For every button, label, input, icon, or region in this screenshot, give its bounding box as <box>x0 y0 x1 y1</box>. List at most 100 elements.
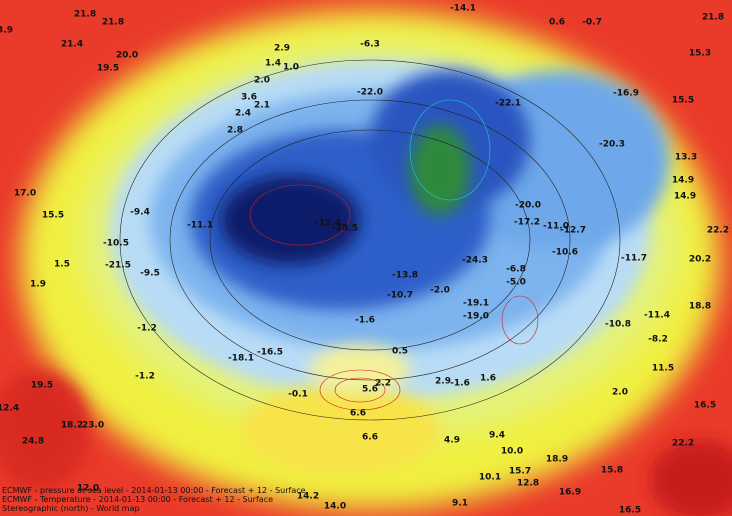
temperature-label: 11.5 <box>652 364 674 374</box>
temperature-label: 4.9 <box>444 436 460 446</box>
temperature-label: -22.1 <box>495 99 521 109</box>
temperature-label: 6.6 <box>350 409 366 419</box>
temperature-label: 21.4 <box>61 40 83 50</box>
temperature-label: -22.0 <box>357 88 383 98</box>
temperature-label: 2.9 <box>435 377 451 387</box>
temperature-label: 15.3 <box>689 49 711 59</box>
temperature-label: 1.0 <box>283 63 299 73</box>
temperature-label: -9.5 <box>140 269 160 279</box>
temperature-label: -16.9 <box>613 89 639 99</box>
temperature-label: 14.9 <box>674 192 696 202</box>
temperature-label: 20.0 <box>116 51 138 61</box>
temperature-label: 16.9 <box>559 488 581 498</box>
temperature-label: 24.8 <box>22 437 44 447</box>
temperature-label: 2.4 <box>235 109 251 119</box>
temperature-label: 21.8 <box>102 18 124 28</box>
temperature-label: 19.5 <box>31 381 53 391</box>
temperature-label: 10.1 <box>479 473 501 483</box>
temperature-label: -0.1 <box>288 390 308 400</box>
temperature-label: 16.5 <box>619 506 641 516</box>
temperature-label: 16.5 <box>694 401 716 411</box>
temperature-label: 1.9 <box>30 280 46 290</box>
temperature-label: -5.0 <box>506 278 526 288</box>
temperature-label: 2.0 <box>254 76 270 86</box>
temperature-label: -0.7 <box>582 18 602 28</box>
footer-line: ECMWF - Temperature - 2014-01-13 00:00 -… <box>2 495 273 504</box>
temperature-label: -28.5 <box>332 224 358 234</box>
temperature-label: 14.9 <box>672 176 694 186</box>
temperature-label: 5.6 <box>362 385 378 395</box>
temperature-label: 15.8 <box>601 466 623 476</box>
temperature-label: -6.8 <box>506 265 526 275</box>
temperature-label: -8.2 <box>648 335 668 345</box>
footer-line: Stereographic (north) - World map <box>2 504 140 513</box>
temperature-label: -13.8 <box>392 271 418 281</box>
temperature-label: -19.1 <box>463 299 489 309</box>
temperature-label: 18.8 <box>689 302 711 312</box>
temperature-label: 9.1 <box>452 499 468 509</box>
temperature-label: 14.2 <box>297 492 319 502</box>
temperature-label: 1.5 <box>54 260 70 270</box>
footer-line: ECMWF - pressure at sea level - 2014-01-… <box>2 486 306 495</box>
temperature-label: 6.6 <box>362 433 378 443</box>
footer: ECMWF - pressure at sea level - 2014-01-… <box>2 486 306 513</box>
temperature-label: -9.4 <box>130 208 150 218</box>
temperature-label: 13.3 <box>675 153 697 163</box>
temperature-label: -21.5 <box>105 261 131 271</box>
temperature-label: 22.2 <box>707 226 729 236</box>
temperature-label: -6.3 <box>360 40 380 50</box>
temperature-label: 0.6 <box>549 18 565 28</box>
temperature-label: -20.3 <box>599 140 625 150</box>
temperature-label: 14.0 <box>324 502 346 512</box>
temperature-label: -1.6 <box>355 316 375 326</box>
temperature-label: -10.7 <box>387 291 413 301</box>
temperature-label: -20.0 <box>515 201 541 211</box>
temperature-label: 3.6 <box>241 93 257 103</box>
temperature-label: -11.4 <box>644 311 670 321</box>
temperature-label: 2.2 <box>375 379 391 389</box>
temperature-label: 21.8 <box>702 13 724 23</box>
temperature-label: 19.5 <box>97 64 119 74</box>
temperature-label: 18.9 <box>546 455 568 465</box>
temperature-label: 0.5 <box>392 347 408 357</box>
temperature-label: 22.2 <box>672 439 694 449</box>
temperature-label: -12.7 <box>560 226 586 236</box>
temperature-label: 23.0 <box>82 421 104 431</box>
temperature-label: -11.0 <box>543 222 569 232</box>
temperature-labels: 3.921.821.821.420.019.52.91.4 1.02.03.62.… <box>0 4 729 516</box>
temperature-label: 21.8 <box>74 10 96 20</box>
temperature-label: 1.6 <box>480 374 496 384</box>
temperature-label: 2.1 <box>254 101 270 111</box>
temperature-label: -10.6 <box>552 248 578 258</box>
temperature-label: 10.0 <box>501 447 523 457</box>
temperature-label: 18.2 <box>61 421 83 431</box>
temperature-label: -10.5 <box>103 239 129 249</box>
temperature-label: -11.1 <box>187 221 213 231</box>
temperature-label: 12.8 <box>517 479 539 489</box>
temperature-label: -17.2 <box>514 218 540 228</box>
temperature-label: 9.4 <box>489 431 505 441</box>
temperature-label: -16.5 <box>257 348 283 358</box>
temperature-label: 17.0 <box>14 189 36 199</box>
temperature-label: -10.8 <box>605 320 631 330</box>
temperature-label: 12.4 <box>0 404 19 414</box>
temperature-label: -14.1 <box>450 4 476 14</box>
temperature-label: 12.0 <box>77 484 99 494</box>
temperature-label: -19.0 <box>463 312 489 322</box>
temperature-label: -11.7 <box>621 254 647 264</box>
temperature-label: 1.4 <box>265 59 281 69</box>
temperature-label: 2.8 <box>227 126 243 136</box>
temperature-label: 15.5 <box>672 96 694 106</box>
temperature-label: 2.0 <box>612 388 628 398</box>
temperature-label: -2.0 <box>430 286 450 296</box>
temperature-label: 15.7 <box>509 467 531 477</box>
temperature-label: -1.2 <box>135 372 155 382</box>
temperature-label: -1.6 <box>450 379 470 389</box>
temperature-label: -1.2 <box>137 324 157 334</box>
temperature-label: -24.3 <box>462 256 488 266</box>
temperature-label: 20.2 <box>689 255 711 265</box>
temperature-label: -18.1 <box>228 354 254 364</box>
temperature-label: 3.9 <box>0 26 13 36</box>
temperature-label: 15.5 <box>42 211 64 221</box>
temperature-label: -12.4 <box>315 219 341 229</box>
